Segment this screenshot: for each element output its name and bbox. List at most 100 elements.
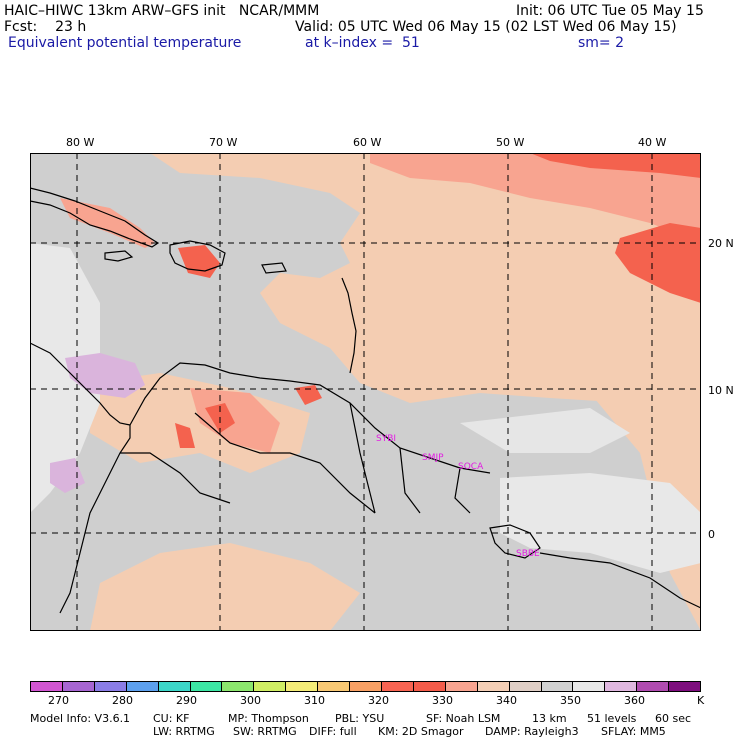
model-info-levels: 51 levels <box>587 712 637 725</box>
model-info-diff: DIFF: full <box>309 725 357 738</box>
model-info-timestep: 60 sec <box>655 712 692 725</box>
model-org: NCAR/MMM <box>238 3 320 19</box>
map-frame <box>30 153 701 631</box>
lat-label-20n: 20 N <box>708 237 734 250</box>
colorbar-swatch-19 <box>637 682 670 691</box>
theta-e-orinoco-spot <box>295 385 322 405</box>
theta-e-map: SYBI SMJP SOCA SBBE <box>30 153 701 631</box>
central-america-coast <box>30 342 131 426</box>
venezuela-border <box>194 412 376 514</box>
model-info-version: Model Info: V3.6.1 <box>30 712 131 725</box>
model-info-sw: SW: RRTMG <box>233 725 297 738</box>
grid-lines <box>30 153 701 631</box>
lon-label-60w: 60 W <box>353 136 382 149</box>
smoothing: sm= 2 <box>578 35 625 51</box>
model-title: HAIC–HIWC 13km ARW–GFS init <box>4 3 226 19</box>
model-info-sflay: SFLAY: MM5 <box>601 725 666 738</box>
colorbar-tick-280: 280 <box>112 694 133 707</box>
lat-label-10n: 10 N <box>708 384 734 397</box>
level-value: 51 <box>402 35 420 51</box>
theta-e-andes-core <box>175 423 195 448</box>
colorbar-tick-310: 310 <box>304 694 325 707</box>
site-label-sybi: SYBI <box>376 434 396 444</box>
model-info-km: KM: 2D Smagor <box>378 725 464 738</box>
colorbar-swatch-5 <box>190 682 223 691</box>
guyana-border <box>349 402 376 514</box>
colorbar-swatch-13 <box>445 682 478 691</box>
theta-e-venezuela-band <box>190 388 280 453</box>
colorbar-swatch-10 <box>350 682 382 691</box>
colorbar-swatch-6 <box>222 682 255 691</box>
amazon-mouth <box>489 524 541 559</box>
theta-e-red-core-north <box>530 153 701 178</box>
colorbar-swatch-11 <box>381 682 414 691</box>
site-label-smjp: SMJP <box>422 453 444 463</box>
theta-e-peach-south <box>90 543 360 631</box>
colorbar-swatch-1 <box>62 682 95 691</box>
theta-e-white-pacific <box>30 243 100 513</box>
colorbar-unit: K <box>697 694 705 707</box>
south-america-north-coast <box>129 362 491 474</box>
colorbar-swatch-18 <box>605 682 638 691</box>
colorbar-swatch-17 <box>573 682 606 691</box>
colorbar-tick-330: 330 <box>432 694 453 707</box>
site-label-sbbe: SBBE <box>516 549 540 559</box>
colorbar-swatch-4 <box>158 682 191 691</box>
model-info-damp: DAMP: Rayleigh3 <box>485 725 579 738</box>
model-info-cu: CU: KF <box>153 712 190 725</box>
theta-e-white-northeast <box>500 473 701 573</box>
colorbar-swatch-8 <box>286 682 319 691</box>
theta-e-white-atlantic <box>460 408 630 453</box>
colorbar-swatch-15 <box>509 682 542 691</box>
field-name: Equivalent potential temperature <box>8 35 242 51</box>
coastlines <box>30 187 701 614</box>
colorbar-tick-350: 350 <box>560 694 581 707</box>
level-label: at k–index = <box>305 35 394 51</box>
theta-e-cuba-band <box>60 198 155 248</box>
site-markers: SYBI SMJP SOCA SBBE <box>376 434 540 559</box>
init-time: Init: 06 UTC Tue 05 May 15 <box>516 3 704 19</box>
south-america-pacific-coast <box>59 425 131 614</box>
colorbar-tick-360: 360 <box>624 694 645 707</box>
colorbar-swatch-12 <box>413 682 446 691</box>
colombia-border <box>120 452 231 504</box>
lon-label-50w: 50 W <box>496 136 525 149</box>
fcst-value: 23 h <box>55 19 87 35</box>
model-info-lw: LW: RRTMG <box>153 725 215 738</box>
colorbar-tick-290: 290 <box>176 694 197 707</box>
theta-e-peach-region <box>150 153 701 403</box>
colorbar-swatch-7 <box>254 682 287 691</box>
colorbar-tick-270: 270 <box>48 694 69 707</box>
model-info-sf: SF: Noah LSM <box>426 712 501 725</box>
model-info-pbl: PBL: YSU <box>335 712 385 725</box>
colorbar-swatch-9 <box>318 682 351 691</box>
colorbar-swatch-16 <box>541 682 574 691</box>
colorbar-swatch-3 <box>126 682 159 691</box>
hispaniola-coast <box>169 240 226 272</box>
lon-label-80w: 80 W <box>66 136 95 149</box>
theta-e-salmon-north <box>370 153 701 243</box>
valid-time: Valid: 05 UTC Wed 06 May 15 (02 LST Wed … <box>295 19 677 35</box>
colorbar <box>30 681 701 692</box>
fcst-label: Fcst: <box>4 19 38 35</box>
colorbar-swatch-2 <box>94 682 127 691</box>
lon-label-40w: 40 W <box>638 136 667 149</box>
lon-label-70w: 70 W <box>209 136 238 149</box>
model-info-mp: MP: Thompson <box>228 712 309 725</box>
cuba-coast <box>30 187 160 248</box>
site-label-soca: SOCA <box>458 462 484 472</box>
colorbar-tick-340: 340 <box>496 694 517 707</box>
colorbar-tick-320: 320 <box>368 694 389 707</box>
model-info-res: 13 km <box>532 712 567 725</box>
colorbar-swatch-20 <box>669 682 701 691</box>
colorbar-swatch-14 <box>477 682 510 691</box>
theta-e-purple-caribbean <box>65 353 145 398</box>
lesser-antilles <box>341 277 357 374</box>
colorbar-swatch-0 <box>31 682 63 691</box>
puerto-rico-coast <box>261 262 287 274</box>
lat-label-0: 0 <box>708 528 715 541</box>
suriname-border <box>399 447 421 514</box>
french-guiana-border <box>454 467 471 514</box>
colorbar-tick-300: 300 <box>240 694 261 707</box>
brazil-coast <box>539 552 701 609</box>
